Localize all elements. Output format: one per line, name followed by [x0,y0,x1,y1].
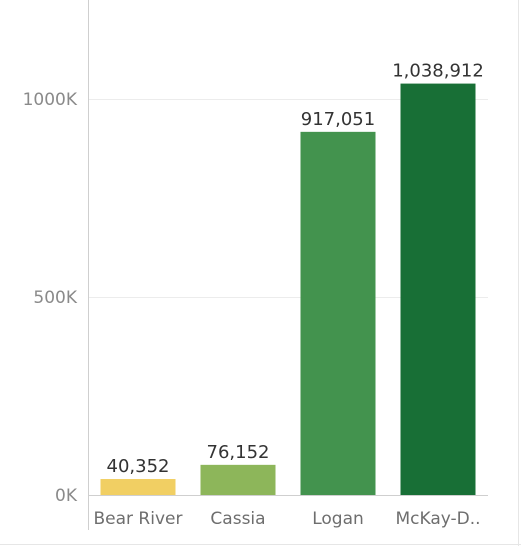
y-axis-tick-labels: 0K 500K 1000K [23,90,78,506]
data-labels: 40,352 76,152 917,051 1,038,912 [107,61,484,477]
y-tick-label: 500K [33,288,77,308]
category-label: Cassia [210,509,265,529]
bar[interactable] [300,131,376,495]
bars [100,83,476,495]
category-label: Bear River [94,509,183,529]
y-tick-label: 0K [55,486,78,506]
bar[interactable] [200,464,276,495]
data-label: 40,352 [107,456,170,477]
data-label: 1,038,912 [392,61,484,82]
category-label: McKay-D.. [395,509,480,529]
y-tick-label: 1000K [23,90,78,110]
bar[interactable] [400,83,476,495]
data-label: 76,152 [207,442,270,463]
category-labels: Bear River Cassia Logan McKay-D.. [94,509,481,529]
data-label: 917,051 [301,109,375,130]
bar[interactable] [100,479,176,495]
category-label: Logan [312,509,364,529]
